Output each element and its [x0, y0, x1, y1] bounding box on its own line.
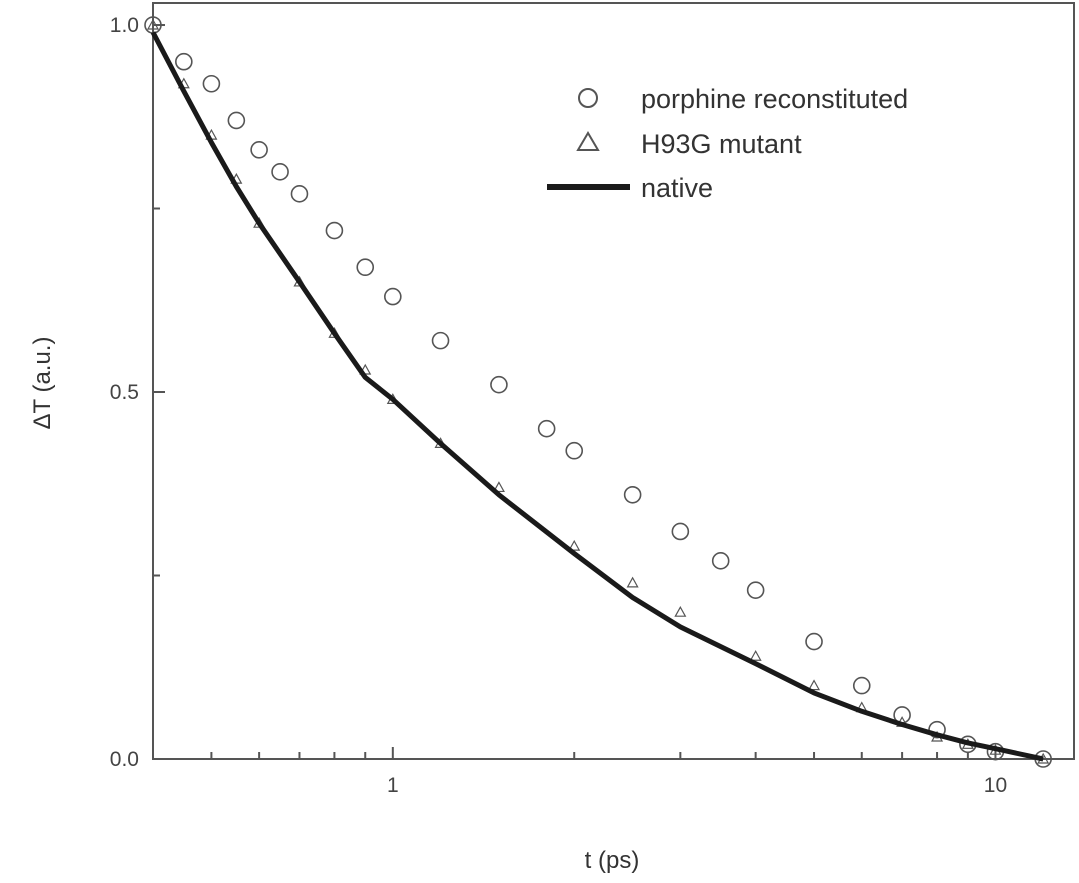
legend-label-h93g: H93G mutant	[641, 129, 802, 159]
data-point-circle	[671, 522, 690, 541]
data-point-circle	[623, 485, 642, 504]
data-point-triangle	[568, 539, 581, 551]
data-point-circle	[175, 52, 193, 71]
legend-label-porphine: porphine reconstituted	[641, 84, 908, 114]
legend-marker-h93g	[576, 131, 600, 151]
data-point-circle	[431, 331, 450, 350]
data-point-triangle	[492, 481, 505, 493]
data-point-circle	[928, 720, 946, 739]
data-point-triangle	[674, 605, 687, 617]
series-line	[150, 31, 1044, 762]
plot-area	[152, 2, 1075, 760]
x-axis-label: t (ps)	[585, 847, 640, 874]
data-point-circle	[202, 74, 221, 93]
y-tick-label: 0.5	[110, 381, 139, 404]
legend-marker-porphine	[578, 88, 598, 108]
data-point-circle	[356, 258, 375, 277]
data-point-circle	[271, 163, 289, 181]
data-point-circle	[384, 287, 402, 306]
native-line	[150, 31, 1044, 762]
data-point-circle	[490, 375, 508, 394]
data-point-triangle	[808, 679, 821, 691]
y-tick-label: 0.0	[110, 748, 139, 771]
data-point-circle	[746, 581, 765, 599]
y-tick-label: 1.0	[110, 14, 139, 37]
data-point-circle	[852, 676, 871, 695]
data-point-circle	[325, 221, 344, 240]
y-axis-label: ΔT (a.u.)	[29, 337, 56, 430]
tick-labels: 1 10 0.0 0.5 1.0	[110, 14, 1007, 797]
data-point-circle	[537, 419, 556, 438]
data-point-circle	[805, 632, 823, 651]
data-point-circle	[250, 140, 268, 159]
data-point-triangle	[749, 650, 762, 661]
legend-label-native: native	[641, 173, 713, 203]
series-circle	[144, 16, 1052, 768]
data-point-triangle	[626, 576, 639, 588]
series-layer	[144, 16, 1052, 768]
x-tick-label: 10	[984, 774, 1007, 797]
data-point-circle	[227, 111, 246, 130]
data-point-circle	[565, 441, 584, 460]
legend: porphine reconstituted H93G mutant nativ…	[547, 84, 908, 203]
data-point-circle	[290, 185, 309, 203]
x-tick-label: 1	[387, 774, 399, 797]
axis-ticks	[152, 24, 997, 760]
data-point-circle	[711, 552, 730, 570]
data-point-triangle	[146, 18, 160, 30]
